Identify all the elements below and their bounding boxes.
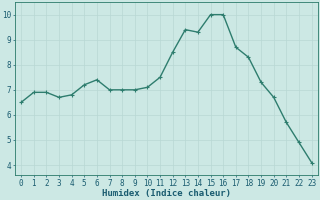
- X-axis label: Humidex (Indice chaleur): Humidex (Indice chaleur): [102, 189, 231, 198]
